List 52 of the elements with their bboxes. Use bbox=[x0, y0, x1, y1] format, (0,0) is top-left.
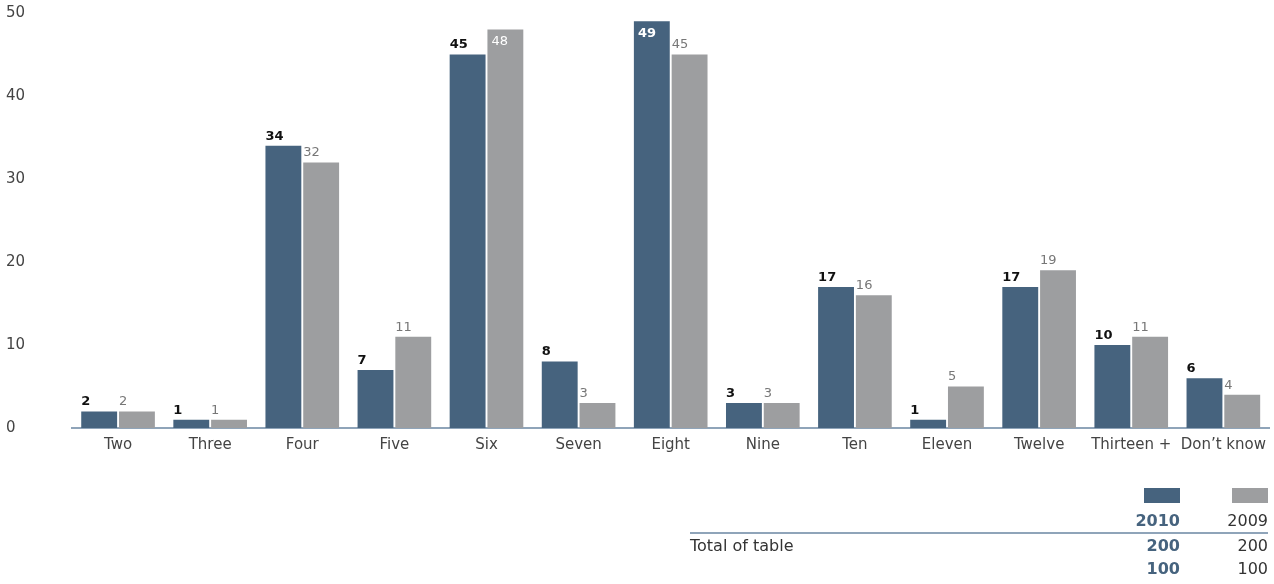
y-tick-label: 50 bbox=[6, 2, 26, 21]
x-tick-label: Ten bbox=[841, 434, 868, 453]
x-tick-label: Thirteen + bbox=[1090, 434, 1172, 453]
y-tick-label: 20 bbox=[6, 251, 26, 270]
data-label: 10 bbox=[1094, 326, 1113, 342]
x-tick-label: Two bbox=[102, 434, 133, 453]
legend-label: 2010 bbox=[1092, 509, 1180, 534]
data-label: 16 bbox=[855, 277, 873, 293]
y-tick-label: 30 bbox=[6, 168, 26, 187]
data-label: 2 bbox=[81, 393, 91, 409]
x-tick-label: Six bbox=[475, 434, 498, 453]
data-label: 3 bbox=[579, 384, 588, 400]
data-label: 1 bbox=[211, 401, 220, 417]
text: Total of table bbox=[690, 535, 795, 557]
data-label: 34 bbox=[265, 127, 284, 143]
x-tick-label: Three bbox=[187, 434, 232, 453]
data-label: 11 bbox=[395, 318, 412, 334]
y-tick-label: 10 bbox=[6, 334, 26, 353]
data-label: 45 bbox=[449, 36, 468, 52]
data-label: 3 bbox=[725, 384, 736, 400]
data-label: 8 bbox=[541, 343, 551, 359]
data-label: 45 bbox=[671, 36, 689, 52]
y-tick-label: 0 bbox=[6, 417, 16, 436]
x-tick-label: Don’t know bbox=[1180, 434, 1266, 453]
x-tick-label: Five bbox=[379, 434, 410, 453]
data-label: 48 bbox=[491, 33, 508, 49]
y-tick-label: 40 bbox=[6, 85, 26, 104]
data-label: 3 bbox=[763, 384, 773, 400]
x-tick-label: Eleven bbox=[921, 434, 973, 453]
data-label: 17 bbox=[1002, 268, 1021, 284]
data-label: 19 bbox=[1040, 252, 1057, 268]
data-label: 7 bbox=[357, 351, 367, 367]
data-label: 6 bbox=[1186, 360, 1196, 376]
x-tick-label: Nine bbox=[745, 434, 780, 453]
data-label: 17 bbox=[818, 268, 837, 284]
legend-label: 2009 bbox=[1180, 509, 1268, 534]
data-label: 49 bbox=[637, 25, 656, 41]
x-tick-label: Four bbox=[285, 434, 320, 453]
text: 200 bbox=[1145, 535, 1180, 557]
data-label: 2 bbox=[119, 393, 128, 409]
text: 200 bbox=[1236, 535, 1268, 557]
data-label: 1 bbox=[173, 401, 183, 417]
data-label: 4 bbox=[1224, 376, 1233, 392]
data-label: 32 bbox=[303, 144, 320, 160]
x-tick-label: Twelve bbox=[1012, 434, 1065, 453]
data-label: 5 bbox=[947, 368, 957, 384]
x-tick-label: Seven bbox=[555, 434, 602, 453]
data-label: 1 bbox=[910, 401, 920, 417]
text: 100 bbox=[1236, 558, 1268, 580]
data-label: 11 bbox=[1132, 318, 1149, 334]
text: 100 bbox=[1145, 558, 1180, 580]
x-tick-label: Eight bbox=[651, 434, 691, 453]
